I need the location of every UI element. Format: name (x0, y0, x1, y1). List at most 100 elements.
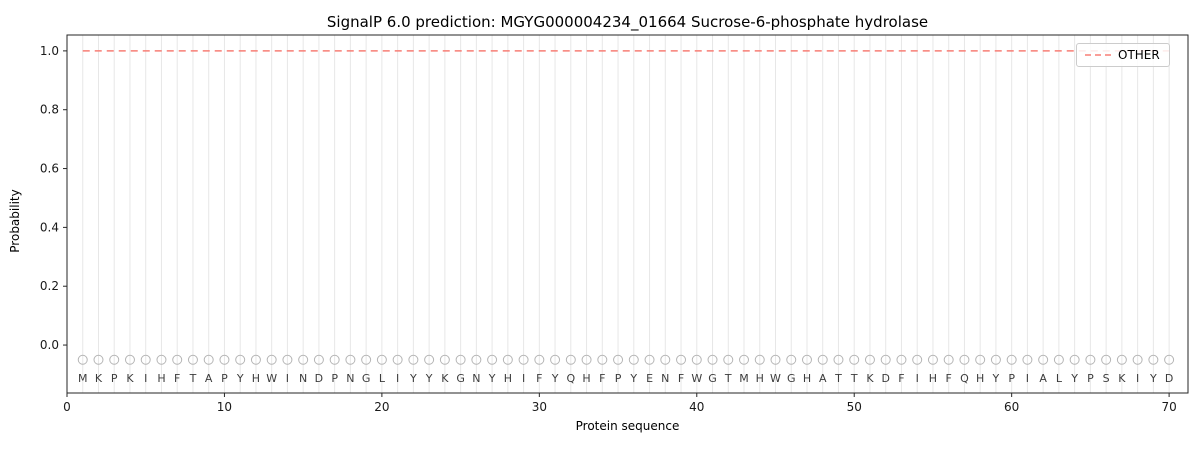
residue-letter: Y (488, 372, 496, 385)
residue-letter: Y (551, 372, 559, 385)
residue-letter: Y (409, 372, 417, 385)
residue-letter: H (803, 372, 811, 385)
residue-letter: K (126, 372, 134, 385)
x-tick-label: 70 (1161, 400, 1176, 414)
residue-marker (455, 354, 466, 365)
residue-letter: F (536, 372, 542, 385)
y-tick-label: 0.0 (40, 338, 59, 352)
residue-letter: K (95, 372, 103, 385)
residue-letter: Y (629, 372, 637, 385)
residue-letter: G (362, 372, 371, 385)
residue-marker (613, 354, 624, 365)
residue-letter: S (1103, 372, 1110, 385)
residue-letter: W (691, 372, 702, 385)
residue-marker (990, 354, 1001, 365)
residue-marker (754, 354, 765, 365)
residue-marker (1006, 354, 1017, 365)
residue-letter: G (787, 372, 796, 385)
residue-letter: F (174, 372, 180, 385)
residue-letter: D (315, 372, 323, 385)
residue-letter: Y (1149, 372, 1157, 385)
residue-marker (1101, 354, 1112, 365)
residue-letter: K (866, 372, 874, 385)
residue-marker (550, 354, 561, 365)
residue-letter: Q (960, 372, 969, 385)
y-tick-label: 1.0 (40, 44, 59, 58)
x-tick-label: 0 (63, 400, 71, 414)
x-tick-label: 60 (1004, 400, 1019, 414)
residue-marker (880, 354, 891, 365)
residue-letter: F (946, 372, 952, 385)
residue-marker (1053, 354, 1064, 365)
residue-letter: H (756, 372, 764, 385)
residue-letter: P (1087, 372, 1094, 385)
residue-letter: I (144, 372, 147, 385)
residue-marker (1022, 354, 1033, 365)
residue-letter: T (724, 372, 732, 385)
legend-line-icon (1085, 54, 1111, 56)
residue-marker (943, 354, 954, 365)
residue-letter: Y (1070, 372, 1078, 385)
residue-letter: M (78, 372, 88, 385)
residue-letter: H (157, 372, 165, 385)
residue-marker (817, 354, 828, 365)
residue-marker (1038, 354, 1049, 365)
residue-marker (502, 354, 513, 365)
residue-marker (534, 354, 545, 365)
legend: OTHER (1076, 43, 1170, 67)
residue-letter: F (678, 372, 684, 385)
residue-marker (187, 354, 198, 365)
residue-marker (1069, 354, 1080, 365)
residue-marker (329, 354, 340, 365)
residue-letter: N (472, 372, 480, 385)
legend-label: OTHER (1118, 48, 1160, 62)
residue-letter: N (661, 372, 669, 385)
residue-letter: A (205, 372, 213, 385)
residue-letter: Y (992, 372, 1000, 385)
residue-marker (676, 354, 687, 365)
residue-marker (250, 354, 261, 365)
residue-marker (345, 354, 356, 365)
residue-letter: K (1118, 372, 1126, 385)
residue-letter: W (770, 372, 781, 385)
residue-letter: I (1026, 372, 1029, 385)
residue-marker (975, 354, 986, 365)
residue-letter: F (599, 372, 605, 385)
x-axis-label: Protein sequence (575, 419, 680, 433)
residue-marker (313, 354, 324, 365)
residue-marker (203, 354, 214, 365)
residue-marker (487, 354, 498, 365)
x-tick-label: 30 (532, 400, 547, 414)
residue-marker (691, 354, 702, 365)
residue-letter: A (819, 372, 827, 385)
residue-marker (770, 354, 781, 365)
x-tick-label: 50 (847, 400, 862, 414)
residue-letter: H (976, 372, 984, 385)
residue-letter: Q (566, 372, 575, 385)
residue-marker (424, 354, 435, 365)
residue-marker (660, 354, 671, 365)
residue-letter: L (1056, 372, 1063, 385)
residue-letter: T (189, 372, 197, 385)
residue-letter: P (331, 372, 338, 385)
residue-marker (376, 354, 387, 365)
residue-marker (723, 354, 734, 365)
residue-marker (219, 354, 230, 365)
residue-letter: I (916, 372, 919, 385)
residue-letter: E (646, 372, 653, 385)
residue-marker (565, 354, 576, 365)
residue-marker (266, 354, 277, 365)
residue-marker (1085, 354, 1096, 365)
residue-letter: P (615, 372, 622, 385)
residue-marker (644, 354, 655, 365)
residue-marker (392, 354, 403, 365)
residue-marker (361, 354, 372, 365)
residue-marker (471, 354, 482, 365)
x-tick-label: 40 (689, 400, 704, 414)
residue-letter: G (708, 372, 717, 385)
plot-border (66, 34, 1189, 394)
residue-marker (439, 354, 450, 365)
residue-letter: T (850, 372, 858, 385)
residue-letter: N (346, 372, 354, 385)
x-tick-label: 10 (217, 400, 232, 414)
